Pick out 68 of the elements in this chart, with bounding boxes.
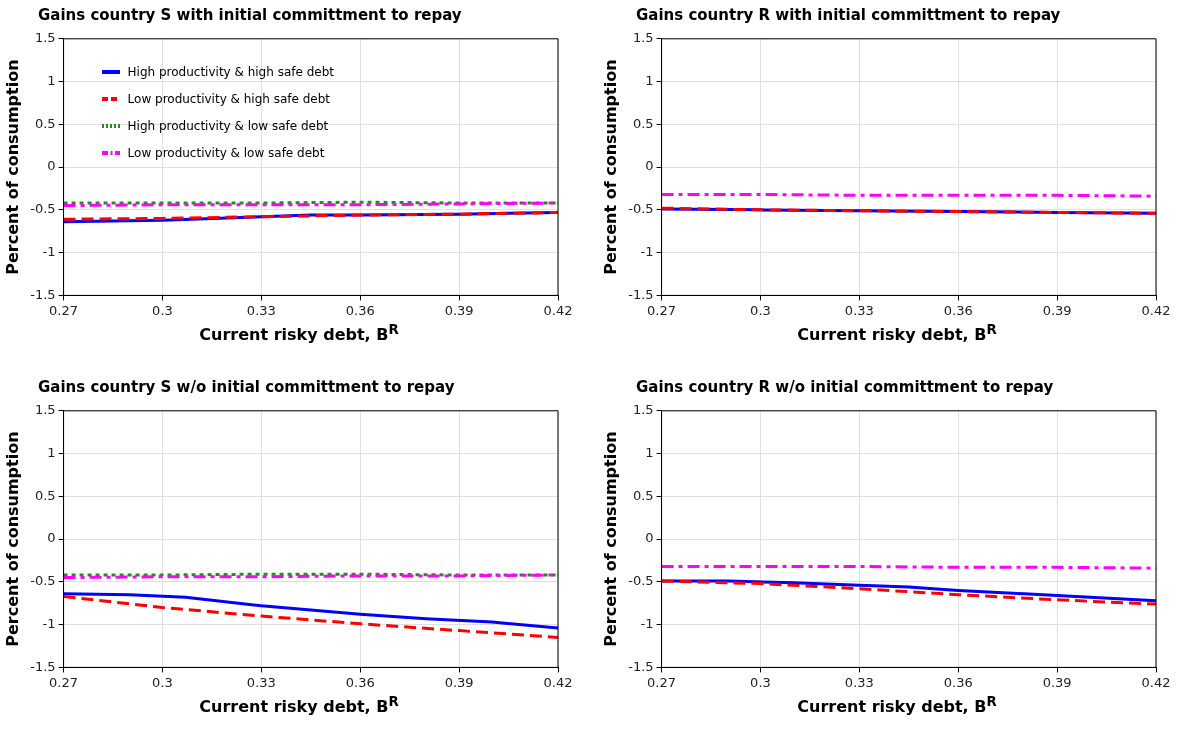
x-tick-label: 0.36 [345,674,375,690]
legend-label: Low productivity & high safe debt [127,92,331,107]
x-tick-label: 0.3 [750,674,771,690]
y-tick-label: 1 [47,444,56,460]
x-tick-label: 0.27 [49,302,79,318]
y-tick-label: 1 [645,72,654,88]
x-tick-label: 0.39 [444,302,474,318]
y-tick-label: 0.5 [632,487,654,503]
x-tick-label: 0.3 [152,674,173,690]
legend-label: Low productivity & low safe debt [127,146,325,161]
x-axis-title: Current risky debt, B$^{R}$ [198,694,400,717]
y-tick-label: 1.5 [632,30,654,46]
x-tick-label: 0.33 [844,674,874,690]
x-axis-title: Current risky debt, B$^{R}$ [198,322,400,345]
x-axis-title: Current risky debt, B$^{R}$ [796,322,998,345]
y-tick-label: -1 [42,616,56,632]
x-tick-label: 0.27 [49,674,79,690]
x-tick-label: 0.36 [943,674,973,690]
y-tick-label: 1 [645,444,654,460]
chart-title: Gains country R w/o initial committment to repay [636,378,1054,396]
x-tick-label: 0.3 [152,302,173,318]
y-tick-label: -1 [42,244,56,260]
x-tick-label: 0.42 [543,674,573,690]
x-tick-label: 0.42 [543,302,573,318]
x-tick-label: 0.39 [1042,302,1072,318]
y-axis-title: Percent of consumption [2,431,22,647]
x-axis-title: Current risky debt, B$^{R}$ [796,694,998,717]
y-tick-label: 0 [47,530,56,546]
y-tick-label: -0.5 [628,201,654,217]
x-tick-label: 0.33 [246,302,276,318]
y-axis-title: Percent of consumption [600,431,620,647]
y-tick-label: -1 [640,244,654,260]
chart-title: Gains country R with initial committment to repay [636,6,1061,24]
legend-label: High productivity & low safe debt [127,119,329,134]
x-tick-label: 0.27 [647,674,677,690]
y-tick-label: 0 [645,530,654,546]
legend-label: High productivity & high safe debt [127,65,334,80]
y-tick-label: -0.5 [30,201,56,217]
chart-title: Gains country S w/o initial committment to repay [38,378,455,396]
x-tick-label: 0.42 [1141,302,1171,318]
y-tick-label: -0.5 [628,573,654,589]
y-tick-label: -0.5 [30,573,56,589]
y-tick-label: -1.5 [628,286,654,302]
y-tick-label: 0 [645,158,654,174]
y-tick-label: -1.5 [30,286,56,302]
x-tick-label: 0.27 [647,302,677,318]
x-tick-label: 0.36 [345,302,375,318]
x-tick-label: 0.39 [1042,674,1072,690]
y-tick-label: -1 [640,616,654,632]
y-tick-label: -1.5 [30,658,56,674]
y-tick-label: 1.5 [34,30,56,46]
y-tick-label: 1.5 [34,402,56,418]
x-tick-label: 0.39 [444,674,474,690]
y-tick-label: -1.5 [628,658,654,674]
y-tick-label: 0 [47,158,56,174]
x-tick-label: 0.33 [844,302,874,318]
y-axis-title: Percent of consumption [600,59,620,275]
y-tick-label: 0.5 [632,115,654,131]
x-tick-label: 0.3 [750,302,771,318]
y-tick-label: 1.5 [632,402,654,418]
y-axis-title: Percent of consumption [2,59,22,275]
y-tick-label: 0.5 [34,487,56,503]
chart-title: Gains country S with initial committment to repay [38,6,462,24]
x-tick-label: 0.42 [1141,674,1171,690]
x-tick-label: 0.33 [246,674,276,690]
y-tick-label: 0.5 [34,115,56,131]
x-tick-label: 0.36 [943,302,973,318]
y-tick-label: 1 [47,72,56,88]
